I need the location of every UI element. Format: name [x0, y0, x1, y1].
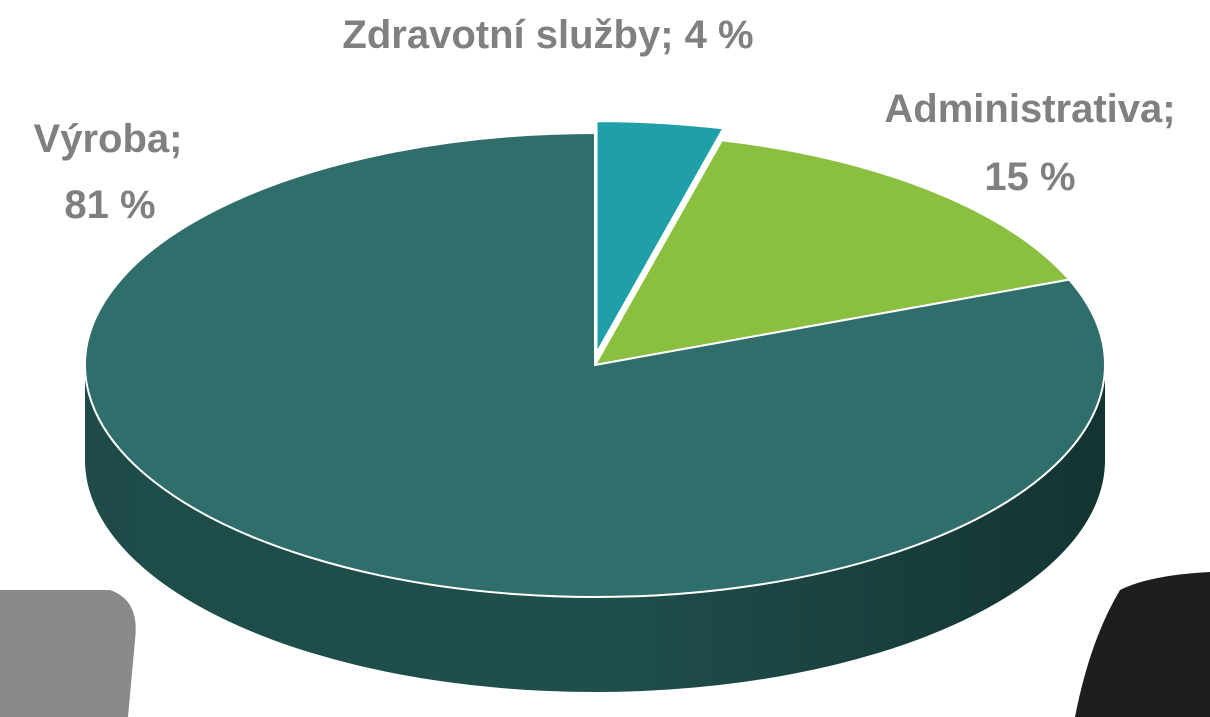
label-separator: ; [169, 117, 182, 161]
data-label: Administrativa; [884, 87, 1175, 131]
labels: Zdravotní služby; 4 % Administrativa; 15… [34, 13, 1176, 227]
slice [595, 120, 725, 357]
data-label: 15 % [984, 155, 1075, 199]
slice [84, 131, 1106, 598]
photo-left [0, 590, 136, 717]
pie [84, 120, 1106, 692]
label-value: 4 % [685, 13, 754, 57]
slice [593, 139, 1072, 367]
label-category: Zdravotní služby [342, 13, 661, 57]
data-label: 81 % [64, 183, 155, 227]
data-label: Zdravotní služby; 4 % [342, 13, 753, 57]
side-shade [85, 365, 1105, 692]
label-separator: ; [660, 13, 673, 57]
photo-right [1075, 572, 1210, 717]
label-separator: ; [1162, 87, 1175, 131]
label-category: Výroba [34, 117, 170, 161]
data-label: Výroba; [34, 117, 183, 161]
label-category: Administrativa [884, 87, 1163, 131]
